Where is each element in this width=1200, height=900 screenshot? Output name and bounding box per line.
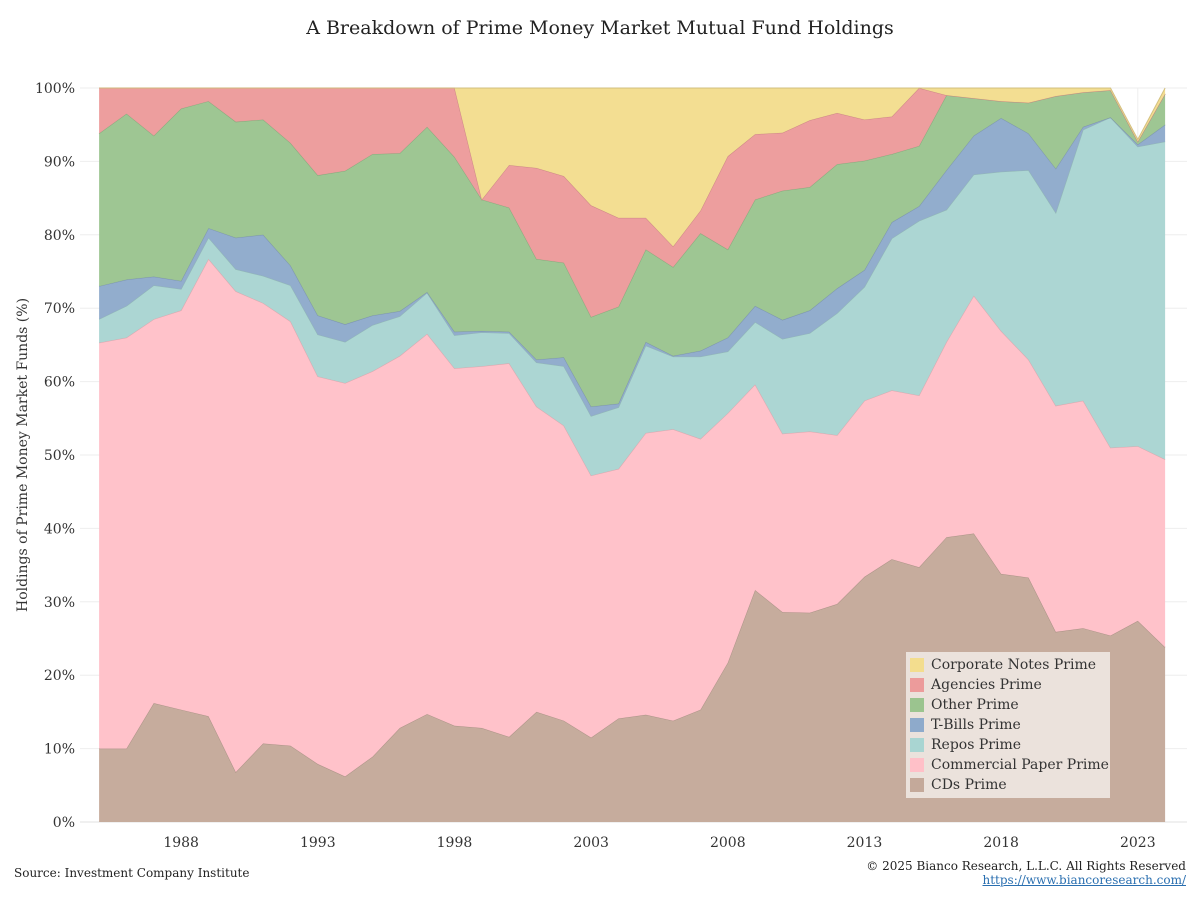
legend-swatch <box>910 658 924 672</box>
y-tick-label: 50% <box>44 448 75 464</box>
area-agencies-prime <box>99 88 1166 317</box>
legend-swatch <box>910 678 924 692</box>
legend-item-repos-prime[interactable]: Repos Prime <box>910 735 1110 755</box>
area-cds-prime <box>99 533 1166 822</box>
copyright-note: © 2025 Bianco Research, L.L.C. All Right… <box>866 859 1186 873</box>
x-tick-label: 2013 <box>847 835 883 851</box>
legend-swatch <box>910 698 924 712</box>
area-other-prime <box>99 90 1166 407</box>
legend-item-other-prime[interactable]: Other Prime <box>910 695 1110 715</box>
y-tick-label: 10% <box>44 742 75 758</box>
source-note: Source: Investment Company Institute <box>14 866 250 880</box>
legend-item-cds-prime[interactable]: CDs Prime <box>910 775 1110 795</box>
legend-label: Agencies Prime <box>931 677 1042 693</box>
legend-swatch <box>910 758 924 772</box>
legend-item-t-bills-prime[interactable]: T-Bills Prime <box>910 715 1110 735</box>
x-tick-label: 1998 <box>437 835 473 851</box>
x-tick-label: 1993 <box>300 835 336 851</box>
legend-label: Corporate Notes Prime <box>931 657 1096 673</box>
x-tick-label: 2003 <box>573 835 609 851</box>
area-commercial-paper-prime <box>99 259 1166 777</box>
y-tick-label: 40% <box>44 521 75 537</box>
legend-item-agencies-prime[interactable]: Agencies Prime <box>910 675 1110 695</box>
legend-swatch <box>910 718 924 732</box>
legend: Corporate Notes Prime Agencies Prime Other… <box>906 652 1110 798</box>
y-tick-label: 20% <box>44 668 75 684</box>
legend-item-commercial-paper-prime[interactable]: Commercial Paper Prime <box>910 755 1110 775</box>
y-tick-label: 80% <box>44 228 75 244</box>
y-tick-label: 0% <box>53 815 75 831</box>
y-tick-label: 70% <box>44 301 75 317</box>
y-tick-label: 90% <box>44 154 75 170</box>
legend-label: Commercial Paper Prime <box>931 757 1109 773</box>
legend-swatch <box>910 738 924 752</box>
area-corporate-notes-prime <box>99 88 1166 247</box>
x-tick-label: 2023 <box>1120 835 1156 851</box>
legend-swatch <box>910 778 924 792</box>
legend-label: T-Bills Prime <box>931 717 1021 733</box>
legend-label: Other Prime <box>931 697 1019 713</box>
line-corporate-notes-prime <box>99 87 1166 141</box>
y-tick-label: 60% <box>44 375 75 391</box>
x-tick-label: 2018 <box>983 835 1019 851</box>
website-link[interactable]: https://www.biancoresearch.com/ <box>982 873 1186 887</box>
chart-title: A Breakdown of Prime Money Market Mutual… <box>306 17 894 39</box>
y-tick-labels: 0% 10% 20% 30% 40% 50% 60% 70% 80% 90% 100% <box>35 81 75 831</box>
y-tick-label: 30% <box>44 595 75 611</box>
x-tick-labels: 1988 1993 1998 2003 2008 2013 2018 2023 <box>163 835 1155 851</box>
y-axis-label: Holdings of Prime Money Market Funds (%) <box>15 298 31 612</box>
series-areas <box>98 87 1166 822</box>
line-t-bills-prime <box>98 116 1166 408</box>
x-tick-label: 1988 <box>163 835 199 851</box>
area-repos-prime <box>99 117 1166 476</box>
legend-label: CDs Prime <box>931 777 1007 793</box>
y-tick-label: 100% <box>35 81 75 97</box>
x-tick-label: 2008 <box>710 835 746 851</box>
legend-label: Repos Prime <box>931 737 1022 753</box>
legend-item-corporate-notes-prime[interactable]: Corporate Notes Prime <box>910 655 1110 675</box>
